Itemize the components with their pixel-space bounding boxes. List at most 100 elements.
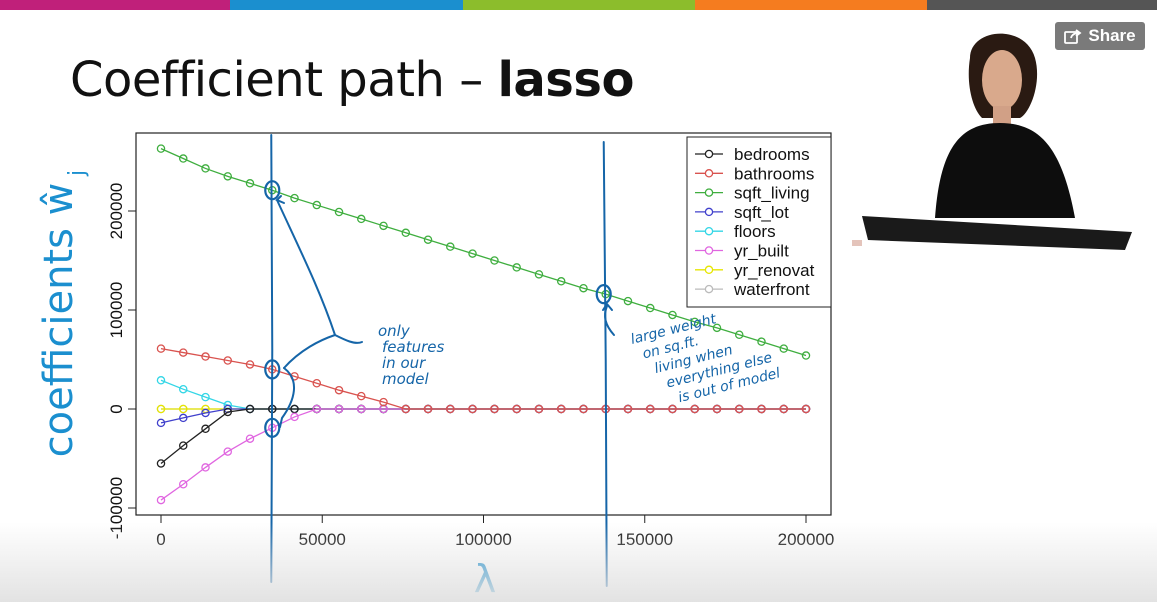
data-point [179, 384, 188, 394]
x-tick-label: 0 [156, 530, 165, 549]
data-point [668, 404, 677, 414]
data-point [201, 408, 210, 418]
circled-point [595, 284, 612, 305]
data-point [245, 360, 255, 369]
vertical-line-right [602, 141, 608, 587]
x-axis-label: λ [474, 557, 497, 601]
legend-swatch-marker [704, 188, 714, 197]
data-point [312, 200, 322, 210]
data-point [334, 385, 344, 395]
series-bathrooms [156, 344, 811, 414]
data-point [179, 479, 188, 489]
data-point [668, 310, 677, 320]
data-point [468, 404, 477, 414]
data-point [512, 404, 521, 414]
annotation-arrow [279, 367, 295, 428]
data-point [156, 144, 166, 153]
data-point [156, 404, 166, 414]
x-tick-label: 100000 [455, 530, 512, 549]
data-point [223, 356, 233, 365]
legend-swatch-marker [704, 169, 714, 178]
data-point [179, 413, 188, 423]
data-point [757, 337, 766, 346]
data-point [401, 228, 411, 238]
data-point [156, 376, 166, 385]
data-point [179, 404, 188, 414]
legend-swatch-marker [704, 207, 714, 217]
data-point [357, 404, 366, 414]
annotation-features-line: model [382, 370, 430, 388]
data-point [156, 495, 166, 505]
share-icon [1064, 29, 1082, 44]
data-point [334, 404, 344, 414]
data-point [446, 242, 455, 251]
annotation-arrow [276, 199, 337, 369]
data-point [379, 221, 388, 231]
data-point [556, 404, 566, 414]
legend-label-sqft-lot: sqft_lot [734, 203, 789, 222]
data-point [379, 397, 388, 407]
legend-label-yr-built: yr_built [734, 242, 789, 261]
y-tick-label: 0 [107, 404, 126, 413]
data-point [223, 407, 233, 417]
legend-box [686, 136, 832, 308]
top-bar-segment [230, 0, 463, 10]
share-button[interactable]: Share [1055, 22, 1145, 50]
legend-swatch-marker [704, 149, 714, 159]
data-point [734, 404, 744, 414]
circled-point [264, 359, 281, 380]
x-tick-label: 200000 [778, 530, 835, 549]
circled-point [264, 417, 281, 438]
data-point [201, 164, 210, 173]
y-axis-label: coefficients ŵ [36, 183, 82, 458]
data-point [801, 351, 811, 360]
data-point [156, 344, 166, 353]
annotation-arrowhead [602, 302, 613, 311]
data-point [645, 303, 655, 313]
legend-label-floors: floors [734, 222, 776, 241]
data-point [779, 344, 788, 353]
slide-title-text: Coefficient path – [70, 52, 498, 108]
x-tick-label: 50000 [299, 530, 346, 549]
data-point [401, 404, 411, 414]
data-point [645, 404, 655, 414]
data-point [312, 379, 322, 388]
data-point [446, 404, 455, 414]
data-point [156, 418, 166, 428]
data-point [468, 249, 477, 258]
share-button-label: Share [1088, 26, 1136, 45]
series-sqft-living [156, 144, 811, 360]
data-point [623, 296, 633, 306]
data-point [245, 404, 255, 414]
slide-title-bold: lasso [497, 52, 634, 108]
data-point [734, 330, 744, 339]
data-point [490, 404, 499, 414]
data-point [156, 459, 166, 468]
data-point [245, 179, 255, 188]
top-bar-segment [927, 0, 1157, 10]
legend-label-bathrooms: bathrooms [734, 164, 814, 183]
data-point [534, 270, 544, 279]
legend-swatch-marker [704, 226, 714, 236]
vertical-line-left [270, 134, 274, 583]
presenter-video-inset [852, 33, 1132, 250]
y-tick-label: 100000 [107, 282, 126, 339]
x-tick-label: 150000 [616, 530, 673, 549]
top-bar-segment [695, 0, 927, 10]
annotation-arrowhead [275, 195, 285, 204]
data-point [290, 193, 299, 203]
handwritten-annotations [264, 134, 615, 587]
data-point [423, 235, 433, 244]
legend-label-waterfront: waterfront [733, 280, 810, 299]
data-point [579, 283, 588, 293]
slide-title: Coefficient path – lasso [70, 52, 634, 108]
circled-point [264, 180, 281, 201]
data-point [245, 434, 255, 443]
data-point [712, 404, 722, 414]
data-point [556, 277, 566, 286]
legend-label-bedrooms: bedrooms [734, 145, 810, 164]
data-point [490, 256, 499, 265]
y-axis-label-subscript: j [65, 170, 90, 177]
data-point [690, 317, 699, 327]
